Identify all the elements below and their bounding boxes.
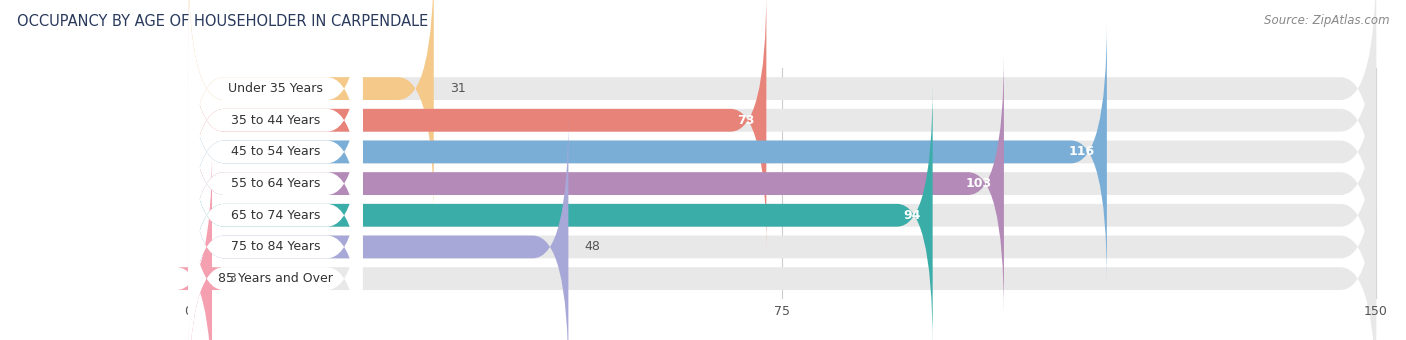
Text: 85 Years and Over: 85 Years and Over <box>218 272 333 285</box>
Text: 31: 31 <box>450 82 465 95</box>
Text: 73: 73 <box>737 114 755 127</box>
Text: Under 35 Years: Under 35 Years <box>228 82 323 95</box>
Text: OCCUPANCY BY AGE OF HOUSEHOLDER IN CARPENDALE: OCCUPANCY BY AGE OF HOUSEHOLDER IN CARPE… <box>17 14 427 29</box>
FancyBboxPatch shape <box>188 21 1107 283</box>
Text: Source: ZipAtlas.com: Source: ZipAtlas.com <box>1264 14 1389 27</box>
Text: 116: 116 <box>1069 146 1095 158</box>
Text: 35 to 44 Years: 35 to 44 Years <box>231 114 321 127</box>
FancyBboxPatch shape <box>188 0 434 220</box>
FancyBboxPatch shape <box>188 0 1376 251</box>
FancyBboxPatch shape <box>188 52 1004 315</box>
FancyBboxPatch shape <box>188 21 363 283</box>
FancyBboxPatch shape <box>188 84 363 340</box>
FancyBboxPatch shape <box>188 116 568 340</box>
Text: 75 to 84 Years: 75 to 84 Years <box>231 240 321 253</box>
Text: 55 to 64 Years: 55 to 64 Years <box>231 177 321 190</box>
FancyBboxPatch shape <box>188 0 363 220</box>
Text: 3: 3 <box>228 272 236 285</box>
FancyBboxPatch shape <box>188 148 1376 340</box>
FancyBboxPatch shape <box>188 84 932 340</box>
FancyBboxPatch shape <box>188 148 363 340</box>
Text: 48: 48 <box>585 240 600 253</box>
FancyBboxPatch shape <box>188 116 363 340</box>
FancyBboxPatch shape <box>188 116 1376 340</box>
Text: 45 to 54 Years: 45 to 54 Years <box>231 146 321 158</box>
FancyBboxPatch shape <box>188 0 766 251</box>
Text: 65 to 74 Years: 65 to 74 Years <box>231 209 321 222</box>
Text: 94: 94 <box>904 209 921 222</box>
FancyBboxPatch shape <box>188 21 1376 283</box>
FancyBboxPatch shape <box>188 84 1376 340</box>
Text: 103: 103 <box>966 177 993 190</box>
FancyBboxPatch shape <box>188 52 1376 315</box>
FancyBboxPatch shape <box>188 0 1376 220</box>
FancyBboxPatch shape <box>188 52 363 315</box>
FancyBboxPatch shape <box>188 0 363 251</box>
FancyBboxPatch shape <box>176 148 224 340</box>
